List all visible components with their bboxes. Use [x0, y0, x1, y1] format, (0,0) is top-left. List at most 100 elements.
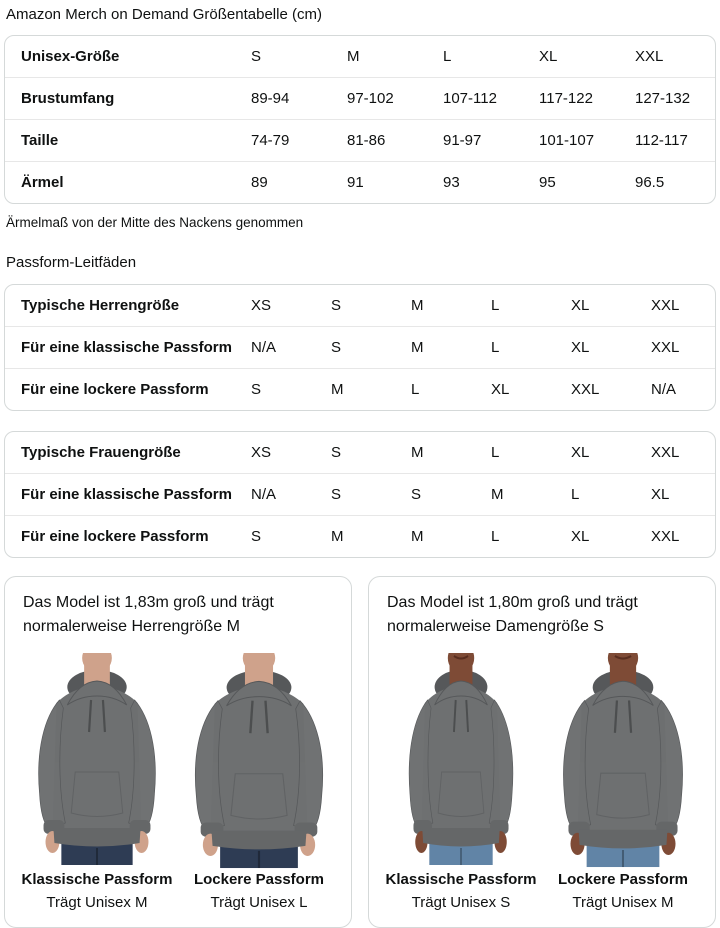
table-row: Für eine klassische Passform N/A S M L X… — [5, 326, 715, 368]
figure-row: Klassische Passform Trägt Unisex S Locke… — [381, 653, 703, 911]
row-label: Ärmel — [5, 161, 235, 203]
table-row: Brustumfang 89-94 97-102 107-112 117-122… — [5, 77, 715, 119]
cell: 107-112 — [427, 77, 523, 119]
table-header-row: Typische Frauengröße XS S M L XL XXL — [5, 432, 715, 473]
page-title: Amazon Merch on Demand Größentabelle (cm… — [6, 6, 322, 23]
row-label: Brustumfang — [5, 77, 235, 119]
column-header: L — [443, 48, 452, 65]
table-header-row: Typische Herrengröße XS S M L XL XXL — [5, 285, 715, 326]
cell: S — [235, 368, 315, 410]
column-header: M — [411, 444, 424, 461]
table-header-row: Unisex-Größe S M L XL XXL — [5, 36, 715, 77]
unisex-size-table: Unisex-Größe S M L XL XXL Brustumfang 89… — [4, 35, 716, 204]
fit-guides-heading: Passform-Leitfäden — [6, 254, 137, 271]
column-header: XL — [571, 444, 590, 461]
row-label: Für eine lockere Passform — [5, 515, 235, 557]
cell: 89 — [235, 161, 331, 203]
table-row: Für eine lockere Passform S M M L XL XXL — [5, 515, 715, 557]
cell: 127-132 — [619, 77, 715, 119]
figure-male-classic: Klassische Passform Trägt Unisex M — [19, 653, 175, 911]
column-header: S — [331, 297, 342, 314]
cell: 93 — [427, 161, 523, 203]
column-header: L — [491, 444, 500, 461]
card-title: Das Model ist 1,80m groß und trägt norma… — [387, 594, 638, 635]
cell: 97-102 — [331, 77, 427, 119]
row-label: Typische Herrengröße — [21, 297, 180, 314]
size-worn-label: Trägt Unisex L — [210, 894, 308, 911]
column-header: L — [491, 297, 500, 314]
figure-caption: Lockere Passform Trägt Unisex M — [558, 871, 688, 911]
column-header: S — [331, 444, 342, 461]
row-label: Für eine klassische Passform — [5, 473, 235, 515]
fit-label: Lockere Passform — [557, 871, 689, 888]
cell: S — [315, 326, 395, 368]
row-label: Unisex-Größe — [21, 48, 120, 65]
cell: M — [395, 515, 475, 557]
figure-caption: Lockere Passform Trägt Unisex L — [194, 871, 324, 911]
cell: M — [315, 515, 395, 557]
figure-female-loose: Lockere Passform Trägt Unisex M — [545, 653, 701, 911]
male-classic-hoodie-photo — [23, 653, 172, 865]
cell: L — [475, 326, 555, 368]
cell: XL — [555, 515, 635, 557]
cell: XL — [555, 326, 635, 368]
fit-label: Lockere Passform — [193, 871, 325, 888]
table-row: Für eine klassische Passform N/A S S M L… — [5, 473, 715, 515]
size-worn-label: Trägt Unisex M — [572, 894, 674, 911]
cell: XXL — [555, 368, 635, 410]
row-label: Für eine lockere Passform — [5, 368, 235, 410]
cell: L — [395, 368, 475, 410]
model-cards: Das Model ist 1,83m groß und trägt norma… — [4, 576, 716, 928]
card-title: Das Model ist 1,83m groß und trägt norma… — [23, 594, 274, 635]
cell: 95 — [523, 161, 619, 203]
mens-model-card: Das Model ist 1,83m groß und trägt norma… — [4, 576, 352, 928]
cell: N/A — [635, 368, 715, 410]
figure-male-loose: Lockere Passform Trägt Unisex L — [181, 653, 337, 911]
cell: 101-107 — [523, 119, 619, 161]
sleeve-measurement-note: Ärmelmaß von der Mitte des Nackens genom… — [6, 215, 304, 230]
size-worn-label: Trägt Unisex S — [411, 894, 511, 911]
figure-caption: Klassische Passform Trägt Unisex S — [386, 871, 537, 911]
column-header: M — [411, 297, 424, 314]
cell: 91-97 — [427, 119, 523, 161]
column-header: XS — [251, 297, 272, 314]
column-header: XS — [251, 444, 272, 461]
cell: S — [235, 515, 315, 557]
table-row: Ärmel 89 91 93 95 96.5 — [5, 161, 715, 203]
cell: 81-86 — [331, 119, 427, 161]
cell: L — [555, 473, 635, 515]
cell: N/A — [235, 326, 315, 368]
column-header: XXL — [635, 48, 664, 65]
cell: 74-79 — [235, 119, 331, 161]
cell: 96.5 — [619, 161, 715, 203]
cell: M — [395, 326, 475, 368]
cell: 89-94 — [235, 77, 331, 119]
cell: N/A — [235, 473, 315, 515]
figure-female-classic: Klassische Passform Trägt Unisex S — [383, 653, 539, 911]
cell: XXL — [635, 326, 715, 368]
cell: S — [315, 473, 395, 515]
cell: M — [315, 368, 395, 410]
cell: 117-122 — [523, 77, 619, 119]
female-loose-hoodie-photo — [547, 653, 699, 867]
column-header: XL — [539, 48, 558, 65]
cell: XL — [635, 473, 715, 515]
fit-label: Klassische Passform — [385, 871, 537, 888]
cell: XL — [475, 368, 555, 410]
male-loose-hoodie-photo — [178, 653, 340, 868]
cell: L — [475, 515, 555, 557]
cell: 112-117 — [619, 119, 715, 161]
column-header: M — [347, 48, 360, 65]
figure-caption: Klassische Passform Trägt Unisex M — [22, 871, 173, 911]
cell: S — [395, 473, 475, 515]
womens-model-card: Das Model ist 1,80m groß und trägt norma… — [368, 576, 716, 928]
womens-fit-table: Typische Frauengröße XS S M L XL XXL Für… — [4, 431, 716, 558]
female-classic-hoodie-photo — [395, 653, 527, 865]
column-header: XL — [571, 297, 590, 314]
row-label: Für eine klassische Passform — [5, 326, 235, 368]
column-header: XXL — [651, 444, 680, 461]
column-header: S — [251, 48, 262, 65]
table-row: Taille 74-79 81-86 91-97 101-107 112-117 — [5, 119, 715, 161]
row-label: Taille — [5, 119, 235, 161]
